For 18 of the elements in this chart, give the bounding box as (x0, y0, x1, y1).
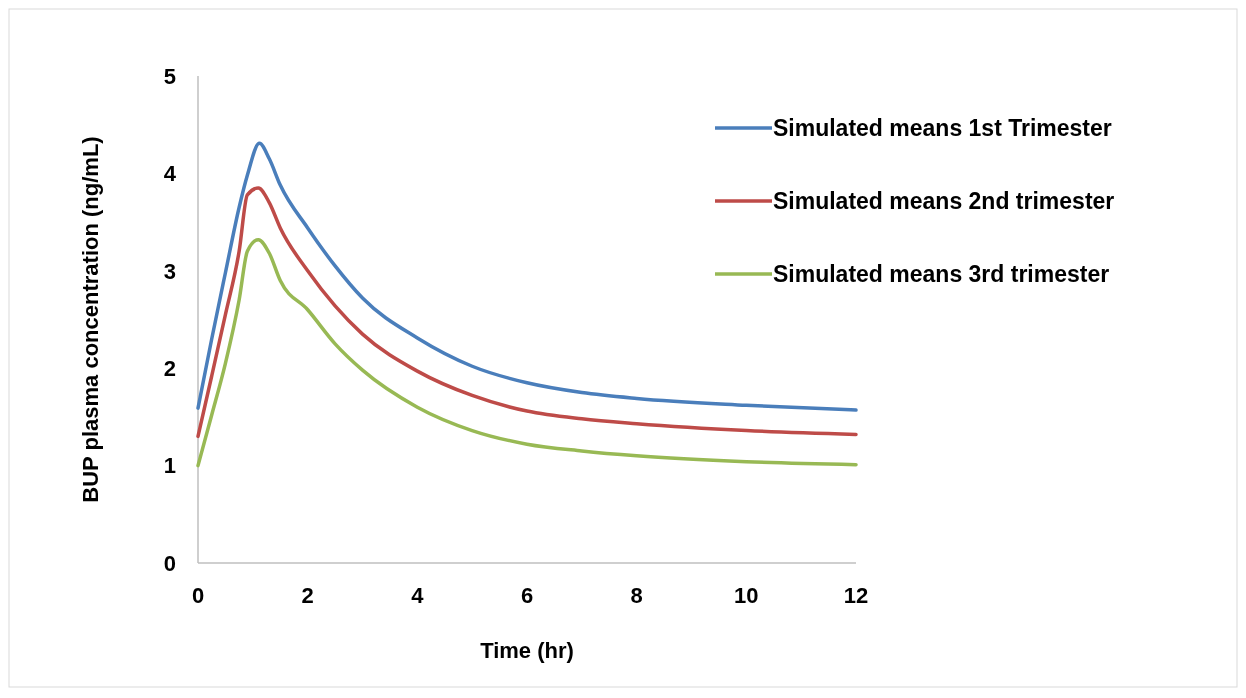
y-tick-label: 4 (163, 161, 177, 187)
x-tick-label: 12 (843, 583, 869, 608)
x-tick-label: 8 (630, 583, 643, 608)
y-tick-label: 2 (163, 355, 176, 381)
x-tick-label: 10 (734, 583, 759, 608)
x-tick-label: 4 (411, 583, 425, 608)
y-tick-label: 5 (163, 63, 176, 89)
x-axis-title: Time (hr) (480, 638, 574, 663)
y-axis-title: BUP plasma concentration (ng/mL) (78, 136, 103, 503)
y-tick-label: 1 (163, 453, 176, 479)
legend-label: Simulated means 2nd trimester (773, 188, 1115, 215)
y-tick-label: 3 (163, 258, 176, 284)
x-tick-label: 0 (191, 583, 205, 608)
legend-label: Simulated means 1st Trimester (773, 115, 1112, 142)
x-tick-label: 2 (301, 583, 314, 608)
legend-label: Simulated means 3rd trimester (773, 261, 1110, 288)
y-tick-label: 0 (163, 550, 176, 576)
x-tick-label: 6 (520, 583, 534, 608)
